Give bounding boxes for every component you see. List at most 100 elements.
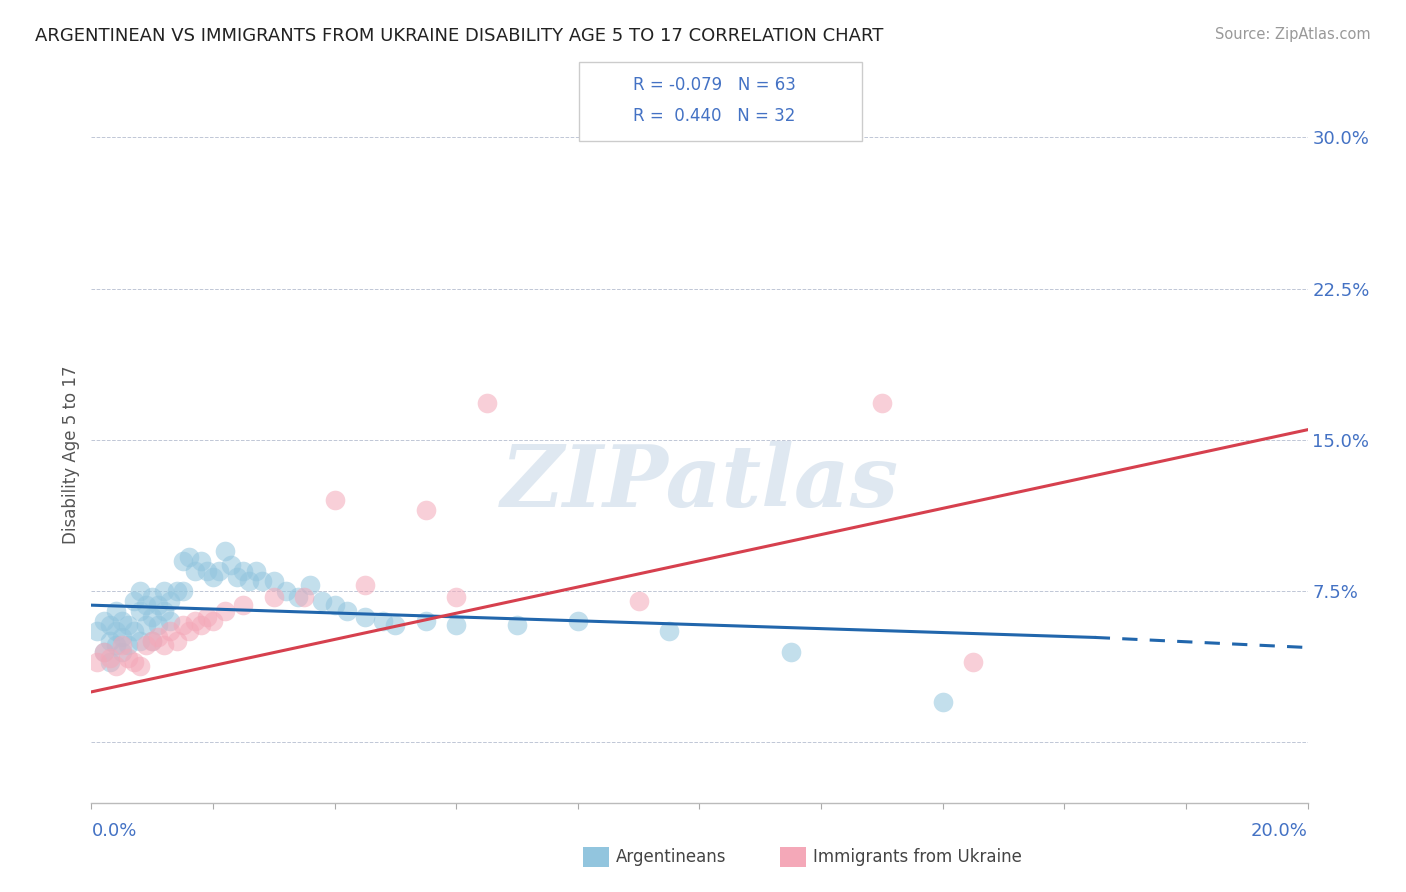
Point [263,574,285,588]
Y-axis label: Disability Age 5 to 17: Disability Age 5 to 17 [62,366,80,544]
Point [292,590,315,604]
Point [373,615,395,629]
Point [98,618,121,632]
Point [172,584,194,599]
Point [141,590,163,604]
Point [135,618,157,632]
Text: R = -0.079   N = 63: R = -0.079 N = 63 [633,76,796,94]
Point [506,618,529,632]
Point [658,624,681,639]
Point [190,618,212,632]
Point [311,594,333,608]
Point [567,615,589,629]
Point [232,564,254,578]
Text: 0.0%: 0.0% [91,822,136,840]
Point [444,590,467,604]
Point [111,615,134,629]
Point [141,634,163,648]
Point [177,624,200,639]
Point [323,598,346,612]
Point [98,650,121,665]
Text: Source: ZipAtlas.com: Source: ZipAtlas.com [1215,27,1371,42]
Point [226,570,249,584]
Point [141,634,163,648]
Point [153,584,176,599]
Point [135,598,157,612]
Point [129,634,152,648]
Point [219,558,242,572]
Point [111,644,134,658]
Point [202,570,225,584]
Point [323,493,346,508]
Point [870,396,893,410]
Point [166,584,188,599]
Point [117,639,139,653]
Point [129,658,152,673]
Point [159,594,181,608]
Text: Argentineans: Argentineans [616,848,727,866]
Point [98,634,121,648]
Point [384,618,406,632]
Point [122,624,145,639]
Point [336,604,359,618]
Point [129,584,152,599]
Point [153,604,176,618]
Point [214,604,236,618]
Point [153,639,176,653]
Point [931,695,953,709]
Text: R =  0.440   N = 32: R = 0.440 N = 32 [633,107,794,125]
Point [202,615,225,629]
Point [354,578,377,592]
Point [166,634,188,648]
Point [238,574,260,588]
Point [129,604,152,618]
Point [135,639,157,653]
Point [122,594,145,608]
Point [415,615,437,629]
Point [148,618,170,632]
Point [98,655,121,669]
Point [159,615,181,629]
Point [86,624,108,639]
Point [184,615,207,629]
Point [148,598,170,612]
Point [104,658,127,673]
Point [475,396,498,410]
Point [232,598,254,612]
Point [93,644,115,658]
Text: ARGENTINEAN VS IMMIGRANTS FROM UKRAINE DISABILITY AGE 5 TO 17 CORRELATION CHART: ARGENTINEAN VS IMMIGRANTS FROM UKRAINE D… [35,27,883,45]
Point [208,564,231,578]
Text: Immigrants from Ukraine: Immigrants from Ukraine [813,848,1022,866]
Point [287,590,309,604]
Point [93,615,115,629]
Point [627,594,650,608]
Point [245,564,267,578]
Point [184,564,207,578]
Text: 20.0%: 20.0% [1251,822,1308,840]
Point [962,655,984,669]
Point [172,554,194,568]
Point [172,618,194,632]
Point [148,631,170,645]
Point [141,610,163,624]
Point [122,655,145,669]
Point [93,644,115,658]
Point [104,624,127,639]
Point [354,610,377,624]
Point [117,650,139,665]
Point [274,584,297,599]
Point [190,554,212,568]
Point [117,618,139,632]
Point [159,624,181,639]
Text: ZIPatlas: ZIPatlas [501,441,898,524]
Point [195,564,218,578]
Point [444,618,467,632]
Point [86,655,108,669]
Point [104,639,127,653]
Point [250,574,273,588]
Point [177,549,200,564]
Point [263,590,285,604]
Point [299,578,322,592]
Point [111,639,134,653]
Point [111,631,134,645]
